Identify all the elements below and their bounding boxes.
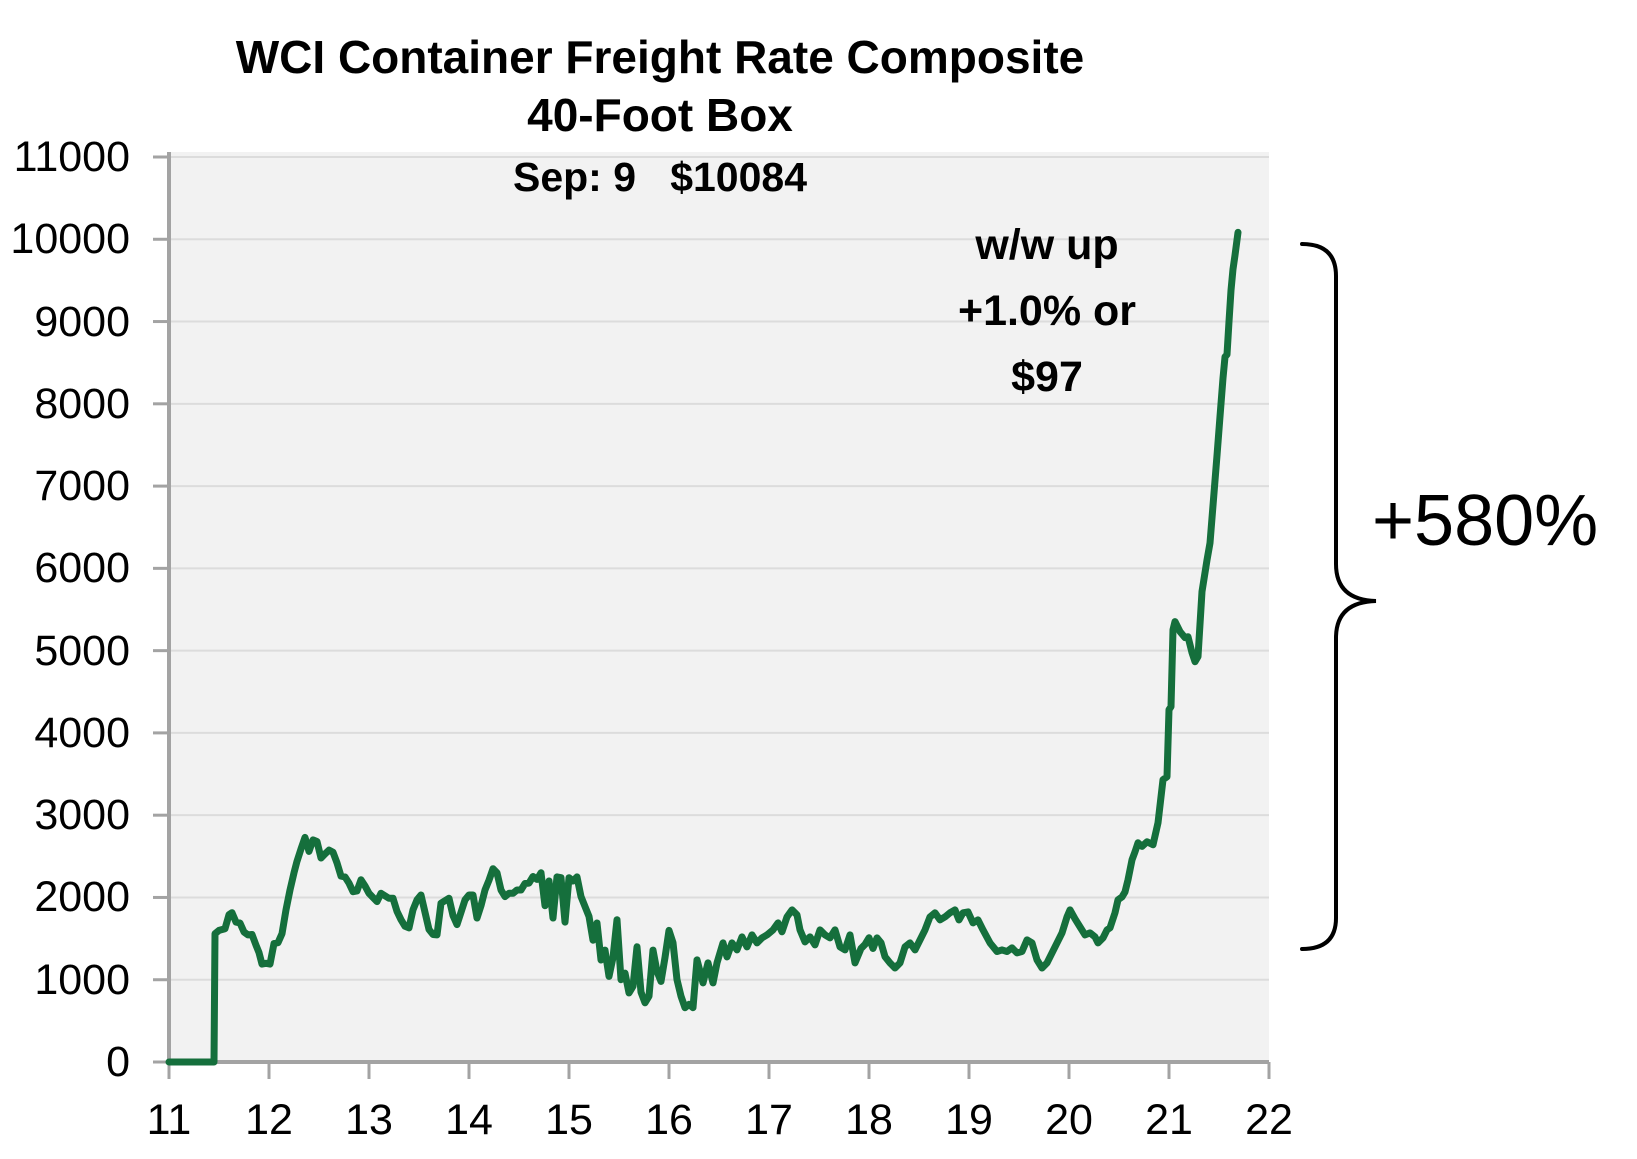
x-tick-label-11: 11 (146, 1096, 192, 1144)
x-tick-label-18: 18 (845, 1096, 893, 1144)
y-tick-label-6000: 6000 (34, 544, 130, 593)
x-tick-label-12: 12 (245, 1096, 293, 1144)
y-tick-label-5000: 5000 (34, 626, 130, 675)
y-tick-label-3000: 3000 (34, 791, 130, 840)
chart-title: WCI Container Freight Rate Composite (235, 31, 1085, 83)
x-tick-label-13: 13 (345, 1096, 393, 1144)
x-tick-label-17: 17 (745, 1096, 793, 1144)
pct-change-label: +580% (1372, 481, 1599, 561)
y-tick-label-8000: 8000 (34, 379, 130, 428)
x-tick-label-22: 22 (1245, 1096, 1293, 1144)
x-tick-label-20: 20 (1045, 1096, 1093, 1144)
x-tick-label-16: 16 (645, 1096, 693, 1144)
y-tick-label-10000: 10000 (10, 215, 130, 264)
x-tick-label-19: 19 (945, 1096, 993, 1144)
ww-annotation-line1: w/w up (975, 221, 1119, 269)
x-tick-label-14: 14 (445, 1096, 493, 1144)
y-tick-label-1000: 1000 (34, 955, 130, 1004)
freight-rate-line (165, 228, 1242, 1066)
x-tick-label-21: 21 (1145, 1096, 1193, 1144)
y-tick-label-2000: 2000 (34, 873, 130, 922)
curly-brace-icon (1300, 242, 1377, 951)
plot-area (169, 152, 1269, 1062)
ww-annotation-line3: $97 (1011, 353, 1083, 401)
y-tick-label-7000: 7000 (34, 462, 130, 511)
chart-latest-value: Sep: 9 $10084 (512, 154, 808, 200)
chart-subtitle: 40-Foot Box (527, 89, 793, 141)
y-tick-label-0: 0 (106, 1038, 130, 1086)
y-tick-label-9000: 9000 (34, 297, 130, 346)
y-tick-label-11000: 11000 (13, 133, 130, 181)
x-tick-label-15: 15 (545, 1096, 593, 1144)
ww-annotation-line2: +1.0% or (957, 287, 1137, 335)
y-tick-label-4000: 4000 (34, 708, 130, 757)
